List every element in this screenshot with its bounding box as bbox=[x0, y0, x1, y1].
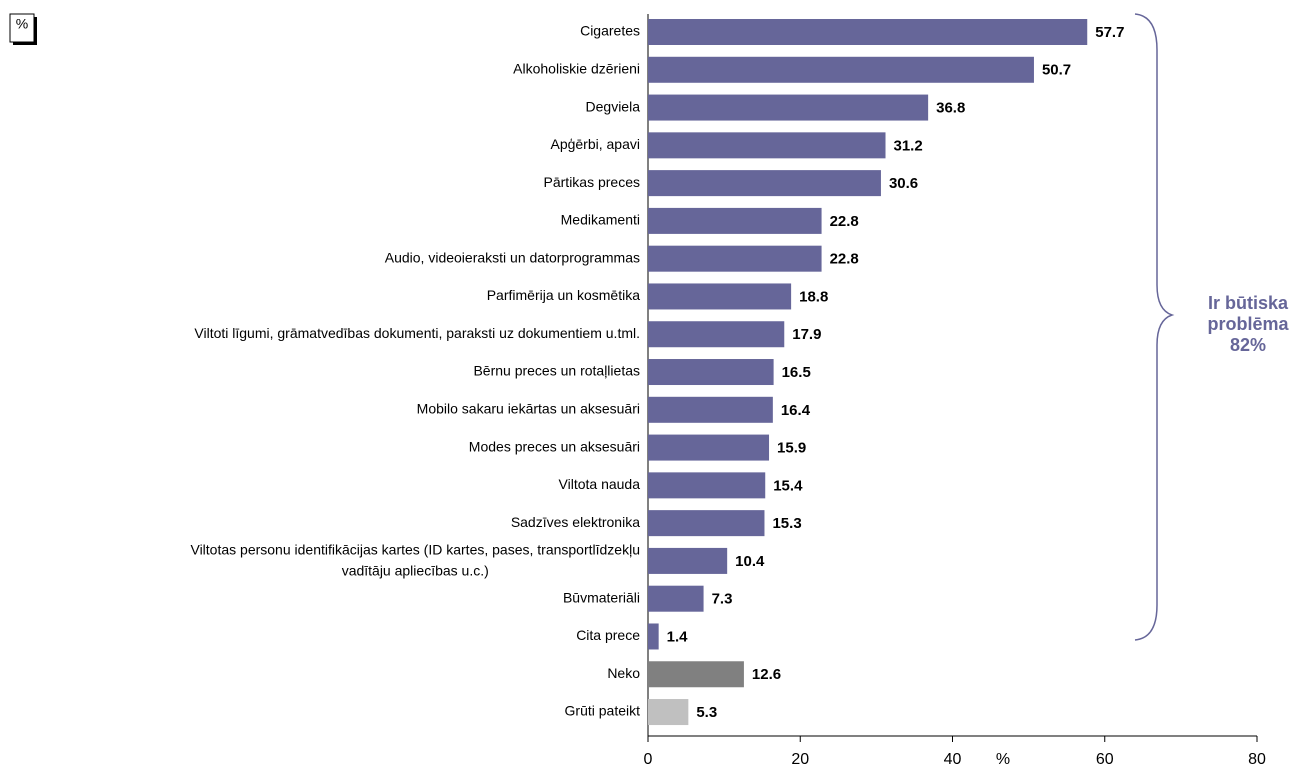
bar bbox=[648, 623, 659, 650]
y-tick-label: Alkoholiskie dzērieni bbox=[513, 60, 640, 76]
y-tick-label: Pārtikas preces bbox=[544, 174, 640, 190]
value-label: 1.4 bbox=[667, 628, 689, 645]
value-label: 31.2 bbox=[894, 137, 923, 154]
bar bbox=[648, 510, 765, 537]
y-tick-label: Degviela bbox=[586, 98, 641, 114]
bar bbox=[648, 94, 929, 121]
bar bbox=[648, 56, 1034, 83]
bar bbox=[648, 207, 822, 234]
y-tick-label: Medikamenti bbox=[561, 212, 640, 228]
y-tick-label: Grūti pateikt bbox=[565, 703, 641, 719]
bar bbox=[648, 396, 773, 423]
value-label: 57.7 bbox=[1095, 24, 1124, 41]
bar bbox=[648, 547, 728, 574]
value-label: 5.3 bbox=[696, 704, 717, 721]
x-tick-label: 60 bbox=[1096, 751, 1114, 768]
bar bbox=[648, 132, 886, 159]
value-label: 16.4 bbox=[781, 402, 811, 419]
x-tick-label: 80 bbox=[1248, 751, 1266, 768]
y-tick-label: Viltotas personu identifikācijas kartes … bbox=[190, 541, 640, 578]
bar bbox=[648, 699, 689, 726]
annotation: Ir būtiska problēma 82% bbox=[1207, 293, 1289, 355]
y-tick-label: Mobilo sakaru iekārtas un aksesuāri bbox=[417, 401, 640, 417]
bar bbox=[648, 585, 704, 612]
x-tick-label: 40 bbox=[944, 751, 962, 768]
unit-label: % bbox=[16, 16, 28, 32]
y-tick-label: Cigaretes bbox=[580, 23, 640, 39]
bar bbox=[648, 321, 785, 348]
x-tick-label: 20 bbox=[791, 751, 809, 768]
y-tick-label: Audio, videoieraksti un datorprogrammas bbox=[385, 249, 640, 265]
value-label: 15.3 bbox=[772, 515, 801, 532]
bar bbox=[648, 19, 1088, 45]
value-label: 50.7 bbox=[1042, 62, 1071, 79]
value-label: 30.6 bbox=[889, 175, 918, 192]
value-label: 18.8 bbox=[799, 288, 828, 305]
value-label: 10.4 bbox=[735, 553, 765, 570]
y-tick-label: Viltota nauda bbox=[559, 476, 641, 492]
y-tick-label: Būvmateriāli bbox=[563, 589, 640, 605]
y-tick-label: Neko bbox=[607, 665, 640, 681]
value-label: 36.8 bbox=[936, 100, 965, 117]
value-label: 12.6 bbox=[752, 666, 781, 683]
bar bbox=[648, 245, 822, 272]
x-tick-label: 0 bbox=[644, 751, 653, 768]
value-label: 15.9 bbox=[777, 440, 806, 457]
y-tick-label: Sadzīves elektronika bbox=[511, 514, 640, 530]
brace bbox=[1134, 13, 1175, 641]
y-tick-label: Bērnu preces un rotaļlietas bbox=[473, 363, 640, 379]
bar bbox=[648, 170, 881, 197]
y-tick-label: Viltoti līgumi, grāmatvedības dokumenti,… bbox=[194, 325, 640, 341]
value-label: 15.4 bbox=[773, 477, 803, 494]
y-tick-label: Cita prece bbox=[576, 627, 640, 643]
bar bbox=[648, 434, 770, 461]
value-label: 22.8 bbox=[830, 213, 859, 230]
bar bbox=[648, 472, 766, 499]
unit-box bbox=[9, 13, 35, 43]
value-label: 17.9 bbox=[792, 326, 821, 343]
y-tick-label: Parfimērija un kosmētika bbox=[487, 287, 640, 303]
value-label: 7.3 bbox=[712, 591, 733, 608]
bar bbox=[648, 661, 744, 688]
value-label: 22.8 bbox=[830, 251, 859, 268]
bar bbox=[648, 359, 774, 386]
y-tick-label: Modes preces un aksesuāri bbox=[469, 438, 640, 454]
y-tick-label: Apģērbi, apavi bbox=[550, 136, 640, 152]
x-axis-label: % bbox=[996, 751, 1010, 768]
value-label: 16.5 bbox=[782, 364, 811, 381]
bar bbox=[648, 283, 792, 310]
